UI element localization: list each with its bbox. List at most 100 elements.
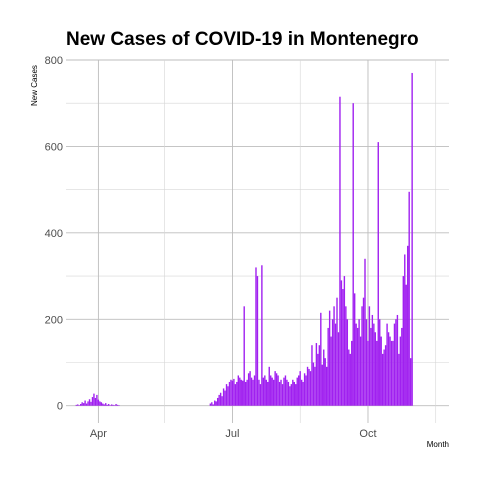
bar [409, 358, 412, 406]
bar [381, 353, 384, 406]
bar [311, 345, 313, 406]
bar [408, 191, 410, 406]
bar [82, 403, 85, 406]
bar [79, 403, 82, 406]
bar [272, 379, 275, 406]
bar [256, 276, 259, 406]
bar [91, 397, 94, 406]
bar [233, 378, 235, 406]
tick-layer: 0 200 400 600 800 Apr Jul Oct [45, 55, 377, 440]
bar [277, 375, 279, 406]
bar [389, 336, 391, 406]
bar [348, 349, 350, 406]
bar [97, 399, 100, 406]
bar [271, 377, 273, 406]
bar [77, 404, 79, 406]
bar [387, 332, 390, 406]
bar [116, 404, 119, 406]
bar [227, 386, 229, 406]
bar [243, 306, 245, 406]
bar [292, 379, 294, 406]
bar [298, 375, 300, 406]
bar [393, 323, 396, 406]
bar [218, 394, 220, 406]
bar [267, 381, 269, 406]
bar [317, 353, 319, 406]
bar [222, 388, 225, 406]
bar [367, 340, 369, 406]
bar [324, 358, 326, 406]
bar [249, 371, 251, 406]
bar [359, 336, 362, 406]
bar [392, 340, 394, 406]
bar [306, 366, 309, 406]
bar [368, 306, 371, 406]
bar [113, 405, 116, 406]
bar [231, 380, 234, 406]
bar [396, 314, 399, 406]
bar [405, 284, 407, 406]
bar [339, 96, 341, 406]
bar [237, 375, 240, 406]
x-tick-label: Jul [225, 428, 239, 440]
bar [333, 306, 335, 406]
bar [250, 377, 253, 406]
bar [118, 405, 120, 406]
bar [112, 404, 114, 406]
bar [88, 399, 91, 406]
bar [314, 366, 316, 406]
bar [337, 332, 340, 406]
bar [255, 267, 257, 406]
bar [407, 245, 409, 406]
bar [247, 373, 250, 406]
bar [342, 289, 344, 406]
bar [376, 340, 378, 406]
bar [401, 327, 403, 406]
bar [228, 381, 231, 406]
bar [402, 276, 404, 406]
bar [308, 368, 310, 406]
bar [300, 379, 303, 406]
bar [215, 401, 217, 406]
y-tick-label: 200 [45, 314, 63, 326]
bar [106, 404, 108, 406]
bar [380, 336, 382, 406]
bar [221, 396, 223, 406]
bar [295, 384, 297, 406]
bar [264, 375, 266, 406]
bar [105, 403, 107, 406]
bar [346, 319, 349, 406]
bar [358, 319, 360, 406]
bar [312, 362, 315, 406]
bar [209, 403, 212, 406]
bar [390, 340, 393, 406]
bar [404, 254, 406, 406]
bar [343, 276, 346, 406]
bar [109, 405, 111, 406]
y-tick-label: 800 [45, 55, 63, 67]
bar [287, 381, 290, 406]
bar [323, 349, 325, 406]
bar [330, 336, 332, 406]
bar [268, 366, 270, 406]
bar [326, 366, 328, 406]
bar [99, 401, 101, 406]
bar [115, 403, 117, 406]
bar [240, 379, 242, 406]
bar [353, 293, 356, 406]
y-tick-label: 400 [45, 228, 63, 240]
bar [303, 373, 306, 406]
bar [239, 377, 241, 406]
bar [242, 380, 244, 406]
bar [216, 397, 219, 406]
y-axis-label: New Cases [30, 65, 39, 106]
bar [356, 327, 359, 406]
bar [377, 142, 379, 406]
bar [234, 384, 237, 406]
bar [244, 381, 247, 406]
bar [259, 384, 262, 406]
bar [275, 373, 278, 406]
bar [103, 404, 105, 406]
